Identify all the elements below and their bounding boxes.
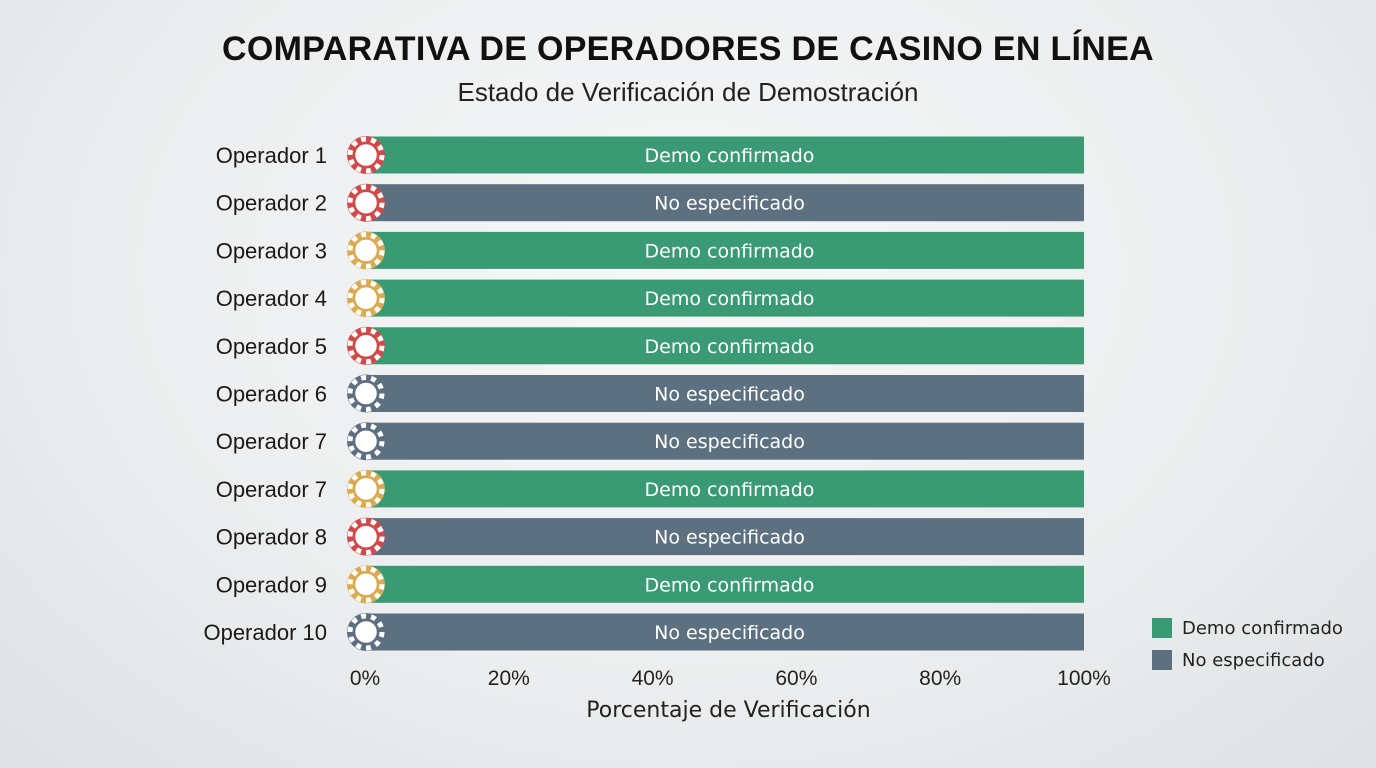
bar-label-3: Demo confirmado bbox=[645, 240, 815, 262]
bar-label-9: No especificado bbox=[654, 527, 805, 549]
chip-icon-stripes-1 bbox=[347, 136, 385, 174]
x-tick-label-4: 80% bbox=[919, 667, 961, 690]
x-tick-label-0: 0% bbox=[350, 667, 380, 690]
bar-label-8: Demo confirmado bbox=[645, 479, 815, 501]
legend-item-no-especificado: No especificado bbox=[1152, 644, 1343, 676]
category-label-4: Operador 4 bbox=[216, 286, 327, 311]
legend-swatch-demo bbox=[1152, 618, 1172, 638]
chip-icon-center-2 bbox=[353, 190, 379, 215]
chip-icon-center-5 bbox=[353, 333, 379, 359]
x-tick-label-3: 60% bbox=[775, 667, 817, 690]
bar-label-4: Demo confirmado bbox=[645, 288, 815, 310]
bar-label-6: No especificado bbox=[654, 384, 805, 406]
chart-subtitle: Estado de Verificación de Demostración bbox=[457, 77, 919, 107]
chip-icon-stripes-4 bbox=[347, 279, 385, 317]
bar-6 bbox=[365, 375, 1084, 412]
category-label-11: Operador 10 bbox=[203, 620, 327, 645]
chip-icon-stripes-7 bbox=[347, 422, 385, 460]
bar-label-1: Demo confirmado bbox=[645, 145, 815, 167]
legend-item-demo: Demo confirmado bbox=[1152, 612, 1343, 644]
bar-2 bbox=[365, 184, 1084, 222]
category-label-2: Operador 2 bbox=[216, 191, 327, 216]
chip-icon-stripes-9 bbox=[347, 518, 385, 556]
chip-icon-stripes-5 bbox=[347, 327, 385, 365]
chip-icon-center-10 bbox=[353, 572, 379, 597]
bar-10 bbox=[365, 565, 1084, 603]
chip-icon-center-9 bbox=[353, 524, 379, 549]
chip-icon-center-11 bbox=[353, 619, 379, 645]
chip-icon-stripes-8 bbox=[347, 470, 385, 508]
x-tick-label-1: 20% bbox=[488, 667, 530, 690]
chip-icon-center-4 bbox=[353, 285, 379, 311]
legend-label-no-especificado: No especificado bbox=[1182, 649, 1325, 671]
category-label-9: Operador 8 bbox=[216, 525, 327, 550]
chip-icon-center-1 bbox=[353, 142, 379, 168]
chip-icon-stripes-3 bbox=[347, 231, 385, 269]
x-tick-label-5: 100% bbox=[1057, 667, 1111, 690]
chart-title: COMPARATIVA DE OPERADORES DE CASINO EN L… bbox=[222, 30, 1154, 68]
bar-9 bbox=[365, 518, 1084, 556]
category-label-8: Operador 7 bbox=[216, 477, 327, 502]
chip-icon-center-7 bbox=[353, 428, 379, 454]
bar-11 bbox=[365, 613, 1084, 651]
chip-icon-center-6 bbox=[353, 381, 379, 406]
bar-8 bbox=[365, 470, 1084, 508]
chip-icon-stripes-10 bbox=[347, 565, 385, 603]
chip-icon-stripes-2 bbox=[347, 184, 385, 222]
category-label-3: Operador 3 bbox=[216, 238, 327, 263]
bar-3 bbox=[365, 231, 1084, 269]
bar-label-11: No especificado bbox=[654, 622, 805, 644]
category-label-5: Operador 5 bbox=[216, 334, 327, 359]
chip-icon-center-3 bbox=[353, 238, 379, 263]
category-label-7: Operador 7 bbox=[216, 429, 327, 454]
category-label-6: Operador 6 bbox=[216, 382, 327, 407]
bar-7 bbox=[365, 422, 1084, 460]
category-label-10: Operador 9 bbox=[216, 572, 327, 597]
chip-icon-stripes-6 bbox=[347, 375, 385, 412]
chip-icon-stripes-11 bbox=[347, 613, 385, 651]
x-axis-title: Porcentaje de Verificación bbox=[586, 698, 870, 723]
bar-label-7: No especificado bbox=[654, 431, 805, 453]
bar-label-10: Demo confirmado bbox=[645, 574, 815, 596]
bar-4 bbox=[365, 279, 1084, 317]
bar-1 bbox=[365, 136, 1084, 174]
bar-5 bbox=[365, 327, 1084, 365]
category-label-1: Operador 1 bbox=[216, 143, 327, 168]
legend-swatch-no-especificado bbox=[1152, 650, 1172, 670]
legend-label-demo: Demo confirmado bbox=[1182, 617, 1343, 639]
bar-label-5: Demo confirmado bbox=[645, 336, 815, 358]
chip-icon-center-8 bbox=[353, 476, 379, 502]
x-tick-label-2: 40% bbox=[632, 667, 674, 690]
legend: Demo confirmado No especificado bbox=[1152, 612, 1343, 676]
bar-label-2: No especificado bbox=[654, 193, 805, 215]
